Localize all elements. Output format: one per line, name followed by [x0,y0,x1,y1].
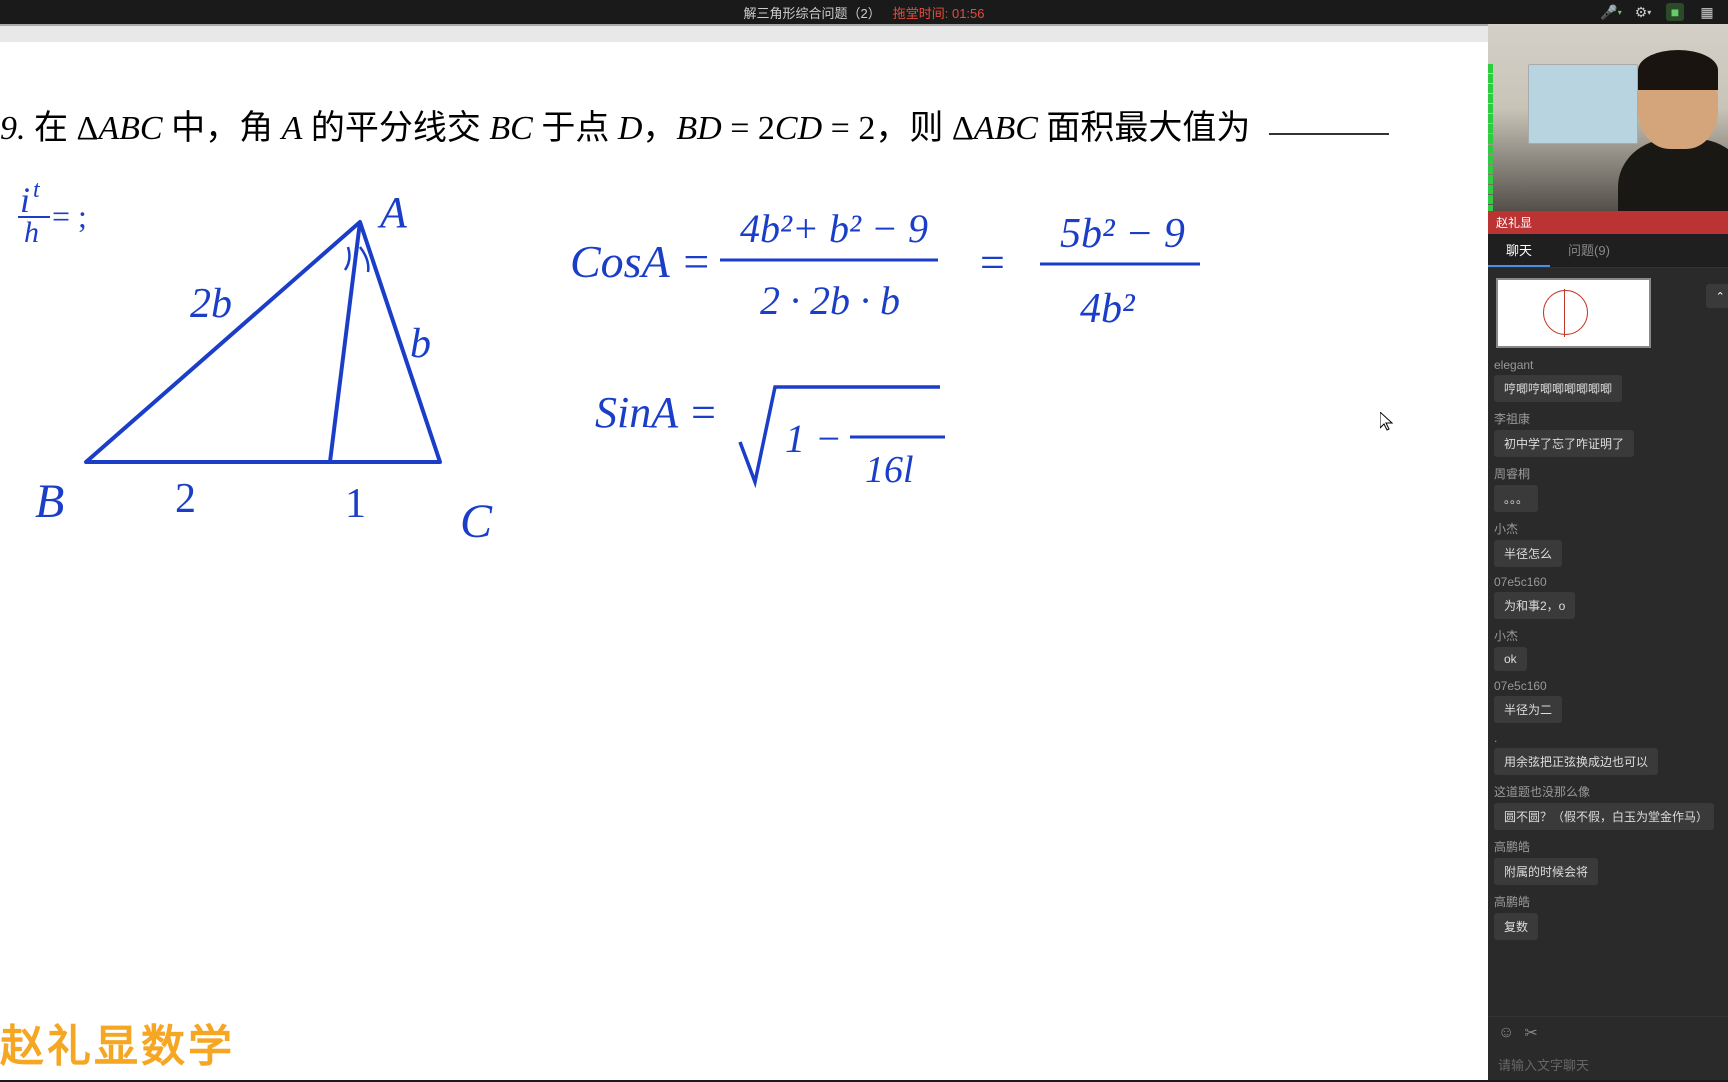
chat-username: 高鹏皓 [1494,893,1722,910]
screenshot-icon[interactable]: ✂ [1524,1023,1537,1043]
main-area: 9. 在 ΔABC 中，角 A 的平分线交 BC 于点 D，BD = 2CD =… [0,24,1728,1080]
svg-text:t: t [33,177,41,203]
svg-text:4b²: 4b² [1080,286,1136,332]
emoji-icon[interactable]: ☺ [1498,1024,1514,1042]
chat-bubble: 。。。 [1494,485,1538,512]
chat-bubble: 附属的时候会将 [1494,858,1598,885]
chat-bubble: 复数 [1494,913,1538,940]
chat-message: . 用余弦把正弦换成边也可以 [1494,731,1722,775]
tab-chat[interactable]: 聊天 [1488,234,1550,267]
chat-message: 李祖康初中学了忘了咋证明了 [1494,410,1722,457]
svg-text:i: i [20,180,30,220]
chat-toolbar: ☺ ✂ [1488,1016,1728,1049]
chat-username: 小杰 [1494,520,1722,537]
chat-username: 周睿桐 [1494,465,1722,482]
svg-text:h: h [24,216,39,249]
handwriting-layer: i t h = ; A B C 2b b 2 1 [0,42,1488,1082]
svg-text:2: 2 [175,476,196,522]
svg-text:A: A [377,188,408,237]
chat-message: 07e5c160 半径为二 [1494,679,1722,723]
chevron-up-icon: ⌃ [1716,290,1725,303]
chat-bubble: 用余弦把正弦换成边也可以 [1494,748,1658,775]
whiteboard: 9. 在 ΔABC 中，角 A 的平分线交 BC 于点 D，BD = 2CD =… [0,24,1488,1080]
svg-text:4b²+ b² − 9: 4b²+ b² − 9 [740,206,928,251]
svg-text:16l: 16l [865,449,914,491]
chat-bubble: 圆不圆？（假不假，白玉为堂金作马） [1494,803,1714,830]
whiteboard-header-strip [0,26,1488,42]
chat-username: 李祖康 [1494,410,1722,427]
svg-text:5b² − 9: 5b² − 9 [1060,211,1185,257]
chat-input[interactable]: 请输入文字聊天 [1488,1049,1728,1080]
chat-thumbnail-row: ⌃ 8 条新消息 [1496,278,1720,348]
chat-username: 07e5c160 [1494,575,1722,589]
top-bar: 解三角形综合问题（2） 拖堂时间: 01:56 🎤▾ ⚙▾ ■ ▦ [0,0,1728,24]
chat-message: 高鹏皓复数 [1494,893,1722,940]
chat-username: 高鹏皓 [1494,838,1722,855]
svg-text:=: = [980,238,1005,287]
chat-bubble: 初中学了忘了咋证明了 [1494,430,1634,457]
overtime-timer: 拖堂时间: 01:56 [893,3,985,22]
chat-bubble: 半径为二 [1494,696,1562,723]
mic-icon[interactable]: 🎤▾ [1602,3,1620,21]
svg-text:= ;: = ; [52,198,87,234]
svg-text:B: B [35,475,64,528]
chat-message: 这道题也没那么像圆不圆？（假不假，白玉为堂金作马） [1494,783,1722,830]
webcam-person [1608,44,1728,234]
chat-username: . [1494,731,1722,745]
chat-bubble: ok [1494,647,1527,671]
chat-username: 小杰 [1494,627,1722,644]
svg-text:b: b [410,321,431,367]
svg-text:SinA =: SinA = [595,388,718,437]
lesson-title: 解三角形综合问题（2） [743,3,880,22]
mouse-cursor [1380,412,1396,437]
answer-blank [1269,133,1389,135]
problem-statement: 9. 在 ΔABC 中，角 A 的平分线交 BC 于点 D，BD = 2CD =… [0,100,1389,149]
settings-icon[interactable]: ⚙▾ [1634,3,1652,21]
chat-message: 小杰半径怎么 [1494,520,1722,567]
chat-message: 周睿桐。。。 [1494,465,1722,512]
watermark: 赵礼显数学 [0,1010,235,1074]
svg-text:CosA =: CosA = [570,236,711,287]
webcam-feed: 赵礼显 [1488,24,1728,234]
chat-message: 高鹏皓附属的时候会将 [1494,838,1722,885]
chat-username: 这道题也没那么像 [1494,783,1722,800]
shared-thumbnail[interactable] [1496,278,1651,348]
presenter-name-badge: 赵礼显 [1488,211,1728,234]
topbar-right-controls: 🎤▾ ⚙▾ ■ ▦ [1602,3,1716,21]
svg-text:2b: 2b [190,281,232,327]
svg-text:C: C [460,495,493,548]
new-messages-badge[interactable]: ⌃ 8 条新消息 [1706,284,1728,308]
record-icon[interactable]: ■ [1666,3,1684,21]
side-panel: 赵礼显 聊天 问题(9) ⌃ 8 条新消息 elegant 哼唧哼唧唧唧唧唧唧李祖… [1488,24,1728,1080]
side-tabs: 聊天 问题(9) [1488,234,1728,268]
grid-icon[interactable]: ▦ [1698,3,1716,21]
whiteboard-content: 9. 在 ΔABC 中，角 A 的平分线交 BC 于点 D，BD = 2CD =… [0,42,1488,1080]
chat-bubble: 哼唧哼唧唧唧唧唧唧 [1494,375,1622,402]
chat-scroll-area[interactable]: ⌃ 8 条新消息 elegant 哼唧哼唧唧唧唧唧唧李祖康初中学了忘了咋证明了周睿… [1488,268,1728,1016]
chat-bubble: 半径怎么 [1494,540,1562,567]
chat-message: elegant 哼唧哼唧唧唧唧唧唧 [1494,358,1722,402]
svg-text:2 · 2b · b: 2 · 2b · b [760,278,900,323]
chat-bubble: 为和事2，o [1494,592,1575,619]
audio-level-meter [1488,64,1493,224]
svg-text:1: 1 [345,481,366,527]
svg-text:1 −: 1 − [785,416,842,461]
chat-username: elegant [1494,358,1722,372]
chat-message: 小杰 ok [1494,627,1722,671]
chat-message: 07e5c160 为和事2，o [1494,575,1722,619]
chat-username: 07e5c160 [1494,679,1722,693]
tab-questions[interactable]: 问题(9) [1550,234,1628,267]
